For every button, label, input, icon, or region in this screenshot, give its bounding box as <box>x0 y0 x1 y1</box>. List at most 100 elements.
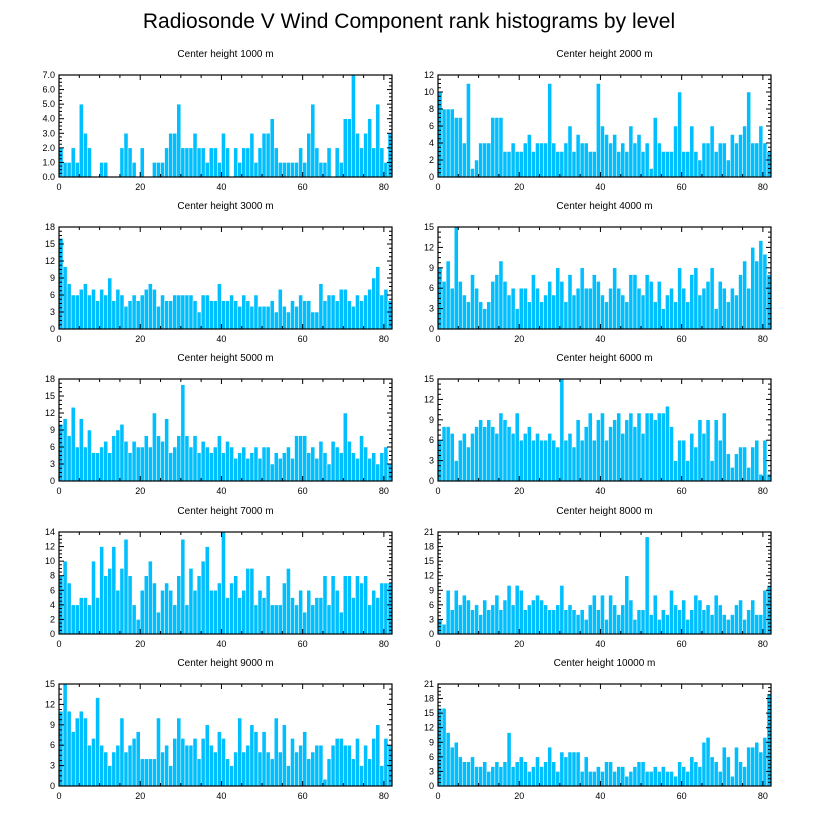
bar <box>697 766 703 787</box>
bar <box>298 435 303 482</box>
y-tick-label: 8 <box>429 104 434 114</box>
bar <box>640 294 646 330</box>
bar <box>579 142 585 178</box>
bar <box>322 575 328 635</box>
bar <box>318 283 324 330</box>
y-tick-label: 0 <box>429 476 434 486</box>
bar <box>314 597 320 635</box>
bar <box>269 758 275 787</box>
bar <box>66 582 72 635</box>
bar <box>135 731 141 787</box>
bar <box>661 766 666 787</box>
bar <box>722 614 727 635</box>
bar <box>107 452 113 482</box>
y-tick-label: 9 <box>429 737 434 747</box>
bar <box>306 300 312 330</box>
bar <box>160 162 165 178</box>
bar <box>657 281 662 330</box>
bar <box>188 294 194 330</box>
bar <box>494 761 500 787</box>
bar <box>632 619 638 635</box>
bar <box>310 446 316 482</box>
bar <box>669 287 674 330</box>
bar <box>302 435 307 482</box>
bar <box>612 134 617 178</box>
y-tick-label: 3 <box>429 614 434 624</box>
bar <box>318 162 324 178</box>
bar <box>579 609 585 635</box>
bar <box>697 294 703 330</box>
bar <box>620 433 626 482</box>
x-tick-label: 80 <box>758 791 768 801</box>
bar <box>294 162 299 178</box>
bar <box>697 599 703 635</box>
y-tick-label: 6 <box>429 752 434 762</box>
bar <box>204 446 210 482</box>
bar <box>245 300 251 330</box>
bar <box>253 162 259 178</box>
x-tick-label: 60 <box>298 639 308 649</box>
y-tick-label: 10 <box>424 87 434 97</box>
x-tick-label: 0 <box>435 639 440 649</box>
bar <box>338 738 344 787</box>
bar <box>355 133 360 178</box>
bar <box>563 142 569 178</box>
bar <box>334 738 340 787</box>
bar <box>518 287 524 330</box>
bar <box>458 756 463 787</box>
bar <box>722 142 727 178</box>
bar <box>74 604 80 635</box>
bar <box>665 405 670 482</box>
bar <box>713 761 719 787</box>
bar <box>518 439 524 482</box>
bar <box>579 439 585 482</box>
bar <box>486 419 492 482</box>
y-tick-label: 0 <box>429 781 434 791</box>
bar <box>62 266 68 330</box>
bar <box>221 133 226 178</box>
bar <box>99 162 104 178</box>
bar <box>510 433 516 482</box>
bar <box>490 426 496 482</box>
bar <box>192 738 198 787</box>
bar <box>363 446 368 482</box>
bar <box>555 267 561 330</box>
panel-5: Center height 5000 m 0 3 6 9 12 15 18 0 20 40 60 80 <box>45 353 393 496</box>
bar <box>531 766 536 787</box>
x-tick-label: 80 <box>379 486 389 496</box>
bar <box>681 766 686 787</box>
bar <box>310 751 316 787</box>
bar <box>70 294 76 330</box>
bar <box>661 609 666 635</box>
bar <box>596 609 601 635</box>
bar <box>334 590 340 635</box>
bar <box>588 287 593 330</box>
bar <box>135 300 141 330</box>
bar <box>298 294 303 330</box>
bar <box>514 761 520 787</box>
bar <box>470 609 475 635</box>
bar <box>482 426 487 482</box>
bar <box>379 582 385 635</box>
bar <box>200 294 206 330</box>
y-tick-label: 7.0 <box>42 70 55 80</box>
bar <box>657 142 662 178</box>
bar <box>241 446 247 482</box>
bar <box>588 412 593 482</box>
panel-title: Center height 1000 m <box>177 49 273 60</box>
bar <box>567 433 573 482</box>
bar <box>192 300 198 330</box>
bar <box>689 125 695 178</box>
bar <box>750 599 756 635</box>
bar <box>180 294 186 330</box>
bar <box>204 294 210 330</box>
y-tick-label: 9 <box>50 425 55 435</box>
panel-title: Center height 8000 m <box>556 506 652 517</box>
bar <box>278 604 283 635</box>
bar <box>338 289 344 330</box>
bar <box>115 744 121 787</box>
bar <box>135 446 141 482</box>
bar <box>322 778 328 787</box>
bar <box>107 568 113 635</box>
bar <box>79 103 84 178</box>
